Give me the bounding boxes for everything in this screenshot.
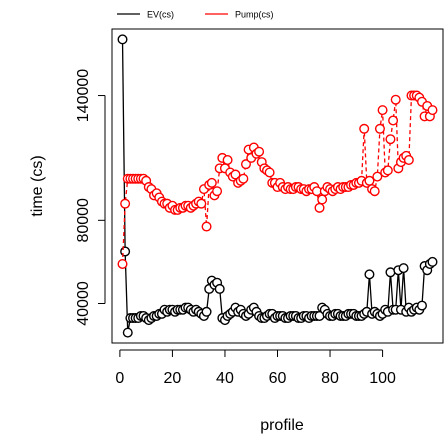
data-point bbox=[201, 221, 212, 232]
x-tick-label: 40 bbox=[216, 370, 234, 387]
data-point bbox=[222, 155, 233, 166]
data-point bbox=[238, 173, 249, 184]
data-point bbox=[264, 167, 275, 178]
data-point bbox=[427, 256, 438, 267]
legend: EV(cs) Pump(cs) bbox=[117, 10, 274, 20]
plot-frame bbox=[111, 28, 444, 344]
data-point bbox=[359, 123, 370, 134]
data-point bbox=[427, 105, 438, 116]
data-point bbox=[398, 263, 409, 274]
data-point bbox=[201, 306, 212, 317]
data-point bbox=[212, 186, 223, 197]
legend-label-ev: EV(cs) bbox=[147, 10, 174, 20]
data-point bbox=[117, 258, 128, 269]
y-tick-label: 40000 bbox=[75, 281, 92, 326]
series-group bbox=[117, 34, 438, 338]
data-point bbox=[120, 198, 131, 209]
y-tick-label: 140000 bbox=[75, 69, 92, 122]
data-point bbox=[206, 177, 217, 188]
data-point bbox=[120, 246, 131, 257]
legend-label-pump: Pump(cs) bbox=[235, 10, 274, 20]
data-point bbox=[385, 134, 396, 145]
data-point bbox=[214, 283, 225, 294]
data-point bbox=[364, 175, 375, 186]
data-point bbox=[390, 94, 401, 105]
x-axis-label: profile bbox=[260, 417, 304, 434]
y-axis: 40000 80000 140000 bbox=[75, 69, 106, 326]
data-point bbox=[117, 34, 128, 45]
data-point bbox=[416, 300, 427, 311]
y-axis-label: time (cs) bbox=[29, 155, 46, 216]
x-tick-label: 60 bbox=[269, 370, 287, 387]
data-point bbox=[122, 327, 133, 338]
series-ev bbox=[117, 34, 438, 338]
data-point bbox=[403, 155, 414, 166]
data-point bbox=[254, 146, 265, 157]
x-tick-label: 0 bbox=[115, 370, 124, 387]
x-tick-label: 80 bbox=[321, 370, 339, 387]
x-tick-label: 20 bbox=[164, 370, 182, 387]
data-point bbox=[317, 194, 328, 205]
series-pump bbox=[117, 90, 438, 269]
data-point bbox=[388, 115, 399, 126]
data-point bbox=[196, 198, 207, 209]
data-point bbox=[374, 123, 385, 134]
data-point bbox=[382, 165, 393, 176]
y-tick-label: 80000 bbox=[75, 198, 92, 243]
data-point bbox=[240, 159, 251, 170]
data-point bbox=[372, 171, 383, 182]
data-point bbox=[314, 202, 325, 213]
x-tick-label: 100 bbox=[369, 370, 396, 387]
data-point bbox=[364, 269, 375, 280]
data-point bbox=[369, 186, 380, 197]
x-axis: 0 20 40 60 80 100 bbox=[115, 349, 396, 387]
data-point bbox=[377, 105, 388, 116]
